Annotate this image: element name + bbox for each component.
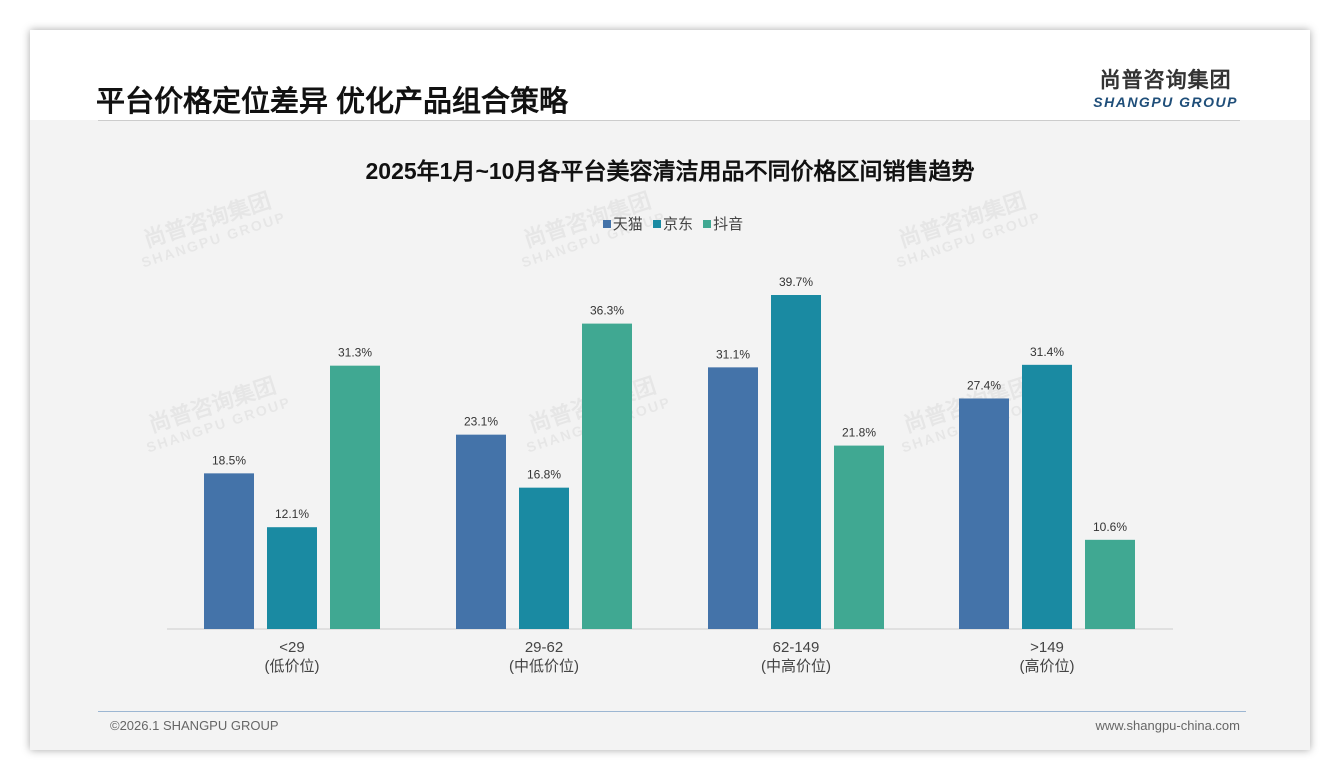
data-label: 23.1% bbox=[464, 415, 498, 429]
data-label: 31.3% bbox=[338, 346, 372, 360]
legend-label: 抖音 bbox=[713, 216, 744, 233]
slide: 平台价格定位差异 优化产品组合策略 尚普咨询集团 SHANGPU GROUP 尚… bbox=[30, 30, 1310, 750]
x-tick-label: 62-149 bbox=[773, 639, 820, 656]
data-label: 39.7% bbox=[779, 275, 813, 289]
bar bbox=[519, 487, 569, 629]
data-label: 21.8% bbox=[842, 426, 876, 440]
data-label: 10.6% bbox=[1093, 520, 1127, 534]
legend-swatch bbox=[703, 220, 712, 228]
bar bbox=[582, 323, 632, 629]
bar bbox=[1085, 539, 1135, 629]
copyright: ©2026.1 SHANGPU GROUP bbox=[110, 718, 279, 733]
x-tick-sublabel: (高价位) bbox=[1020, 658, 1075, 675]
header-divider bbox=[98, 120, 1240, 121]
logo: 尚普咨询集团 SHANGPU GROUP bbox=[1093, 69, 1238, 110]
legend-swatch bbox=[602, 220, 611, 228]
bar bbox=[330, 365, 380, 629]
data-label: 12.1% bbox=[275, 507, 309, 521]
x-tick-label: <29 bbox=[279, 639, 304, 656]
data-label: 31.4% bbox=[1030, 345, 1064, 359]
footer-divider bbox=[98, 711, 1246, 712]
bar bbox=[959, 398, 1009, 629]
x-tick-sublabel: (低价位) bbox=[265, 658, 320, 675]
page-title: 平台价格定位差异 优化产品组合策略 bbox=[96, 86, 569, 118]
legend-label: 天猫 bbox=[612, 216, 643, 233]
data-label: 31.1% bbox=[716, 347, 750, 361]
data-label: 36.3% bbox=[590, 304, 624, 318]
bar bbox=[456, 434, 506, 629]
data-label: 18.5% bbox=[212, 453, 246, 467]
bar bbox=[834, 445, 884, 629]
legend-swatch bbox=[652, 220, 661, 228]
data-label: 27.4% bbox=[967, 378, 1001, 392]
header: 平台价格定位差异 优化产品组合策略 尚普咨询集团 SHANGPU GROUP bbox=[30, 30, 1310, 120]
x-tick-sublabel: (中高价位) bbox=[761, 658, 831, 675]
bar bbox=[708, 367, 758, 629]
bar bbox=[204, 473, 254, 629]
bar bbox=[267, 527, 317, 629]
bar-chart: 18.5% 12.1% 31.3% <29 (低价位) 23.1% 16.8% 36.3% 29… bbox=[167, 275, 1173, 675]
bar bbox=[1022, 364, 1072, 629]
legend-label: 京东 bbox=[662, 216, 693, 233]
x-tick-label: 29-62 bbox=[525, 639, 563, 656]
bar bbox=[771, 295, 821, 629]
legend: 天猫 京东 抖音 bbox=[30, 213, 1310, 234]
data-label: 16.8% bbox=[527, 468, 561, 482]
website-url: www.shangpu-china.com bbox=[1095, 718, 1240, 733]
x-tick-label: >149 bbox=[1030, 639, 1064, 656]
x-tick-sublabel: (中低价位) bbox=[509, 658, 579, 675]
chart-title: 2025年1月~10月各平台美容清洁用品不同价格区间销售趋势 bbox=[365, 158, 975, 184]
